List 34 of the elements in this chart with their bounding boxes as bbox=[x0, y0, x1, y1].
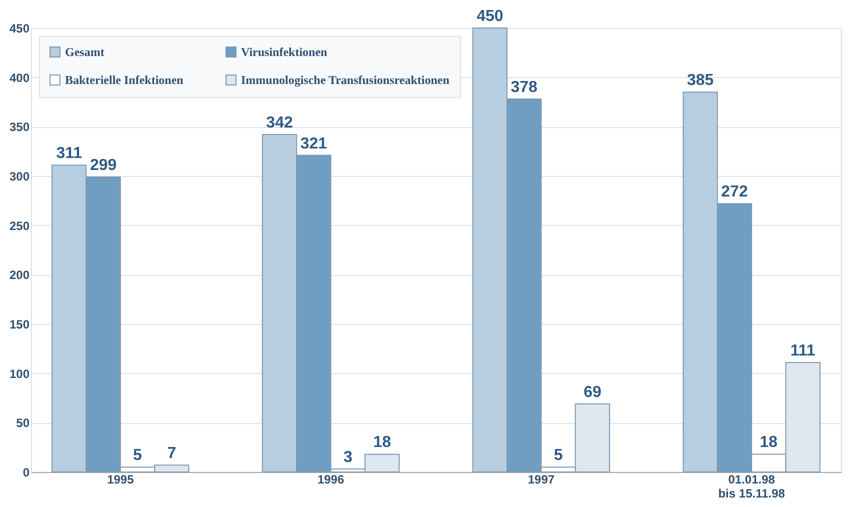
data-label: 272 bbox=[721, 184, 748, 201]
y-tick-label: 100 bbox=[9, 366, 30, 381]
x-tick-label: 01.01.98 bis 15.11.98 bbox=[718, 472, 786, 500]
data-label: 111 bbox=[790, 342, 816, 360]
legend-label: Gesamt bbox=[65, 45, 104, 59]
data-label: 7 bbox=[167, 445, 176, 462]
data-label: 18 bbox=[760, 434, 778, 452]
y-tick-label: 350 bbox=[9, 120, 30, 134]
legend-label: Bakterielle Infektionen bbox=[65, 73, 184, 87]
data-label: 342 bbox=[266, 114, 293, 132]
data-label: 450 bbox=[476, 8, 504, 25]
y-tick-label: 450 bbox=[9, 22, 30, 36]
y-tick-label: 300 bbox=[9, 170, 30, 184]
y-tick-label: 250 bbox=[9, 218, 30, 233]
data-label: 18 bbox=[373, 434, 392, 452]
data-label: 5 bbox=[133, 447, 142, 464]
y-tick-label: 150 bbox=[9, 318, 30, 332]
legend-label: Immunologische Transfusionsreaktionen bbox=[241, 73, 450, 87]
y-tick-label: 200 bbox=[9, 268, 30, 282]
x-tick-label: 1995 bbox=[107, 472, 134, 486]
x-tick-label: 1996 bbox=[317, 472, 344, 486]
y-tick-label: 50 bbox=[16, 416, 30, 430]
data-label: 385 bbox=[686, 72, 714, 90]
x-tick-label: 1997 bbox=[528, 472, 555, 486]
data-label: 311 bbox=[56, 145, 82, 162]
data-label: 69 bbox=[584, 384, 602, 401]
y-tick-label: 400 bbox=[9, 70, 30, 85]
data-label: 378 bbox=[510, 79, 538, 96]
data-label: 5 bbox=[554, 447, 563, 464]
data-label: 299 bbox=[90, 156, 117, 174]
data-label: 3 bbox=[343, 449, 352, 466]
y-tick-label: 0 bbox=[22, 466, 30, 480]
data-label: 321 bbox=[300, 135, 328, 152]
legend-label: Virusinfektionen bbox=[241, 45, 328, 59]
